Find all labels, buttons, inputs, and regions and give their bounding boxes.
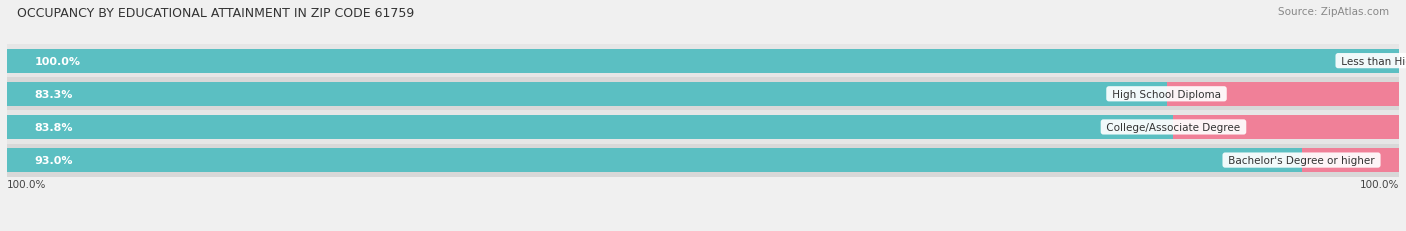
Bar xyxy=(1302,149,1399,172)
Bar xyxy=(7,149,1302,172)
Bar xyxy=(7,78,1399,111)
Bar xyxy=(1174,116,1399,139)
Text: High School Diploma: High School Diploma xyxy=(1109,89,1225,99)
Text: Less than High School: Less than High School xyxy=(1339,56,1406,66)
Text: 100.0%: 100.0% xyxy=(7,179,46,189)
Bar xyxy=(7,49,1399,73)
Bar xyxy=(7,116,1174,139)
Text: 93.0%: 93.0% xyxy=(35,155,73,165)
Text: 83.3%: 83.3% xyxy=(35,89,73,99)
Bar xyxy=(7,111,1399,144)
Bar xyxy=(7,45,1399,78)
Text: 83.8%: 83.8% xyxy=(35,122,73,132)
Text: Source: ZipAtlas.com: Source: ZipAtlas.com xyxy=(1278,7,1389,17)
Text: 100.0%: 100.0% xyxy=(1360,179,1399,189)
Text: Bachelor's Degree or higher: Bachelor's Degree or higher xyxy=(1225,155,1378,165)
Text: OCCUPANCY BY EDUCATIONAL ATTAINMENT IN ZIP CODE 61759: OCCUPANCY BY EDUCATIONAL ATTAINMENT IN Z… xyxy=(17,7,415,20)
Text: College/Associate Degree: College/Associate Degree xyxy=(1104,122,1244,132)
Bar xyxy=(7,144,1399,177)
Bar xyxy=(1167,82,1399,106)
Text: 100.0%: 100.0% xyxy=(35,56,82,66)
Bar xyxy=(7,82,1167,106)
